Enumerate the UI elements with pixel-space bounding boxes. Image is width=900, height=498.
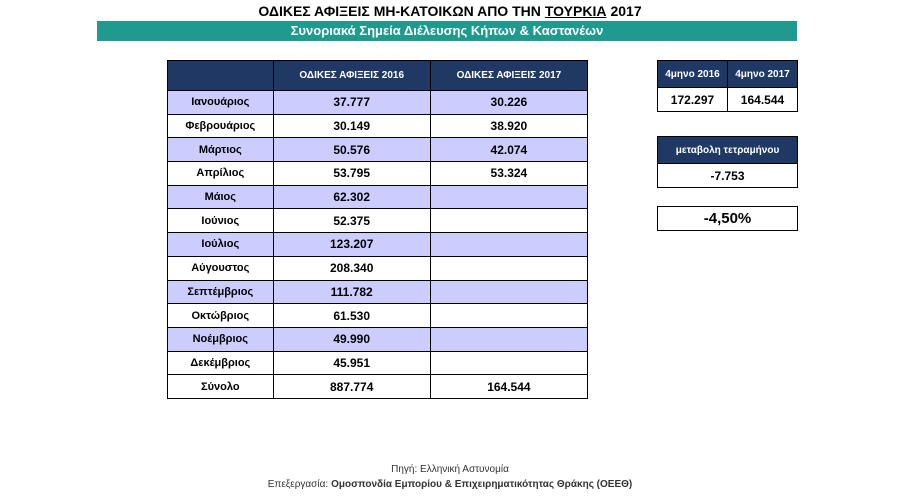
header-cell: ΟΔΙΚΕΣ ΑΦΙΞΕΙΣ 2016 bbox=[272, 60, 431, 91]
value-cell: 50.576 bbox=[272, 137, 431, 163]
value-cell: 53.795 bbox=[272, 161, 431, 186]
title-part: ΟΔΙΚΕΣ ΑΦΙΞΕΙΣ ΜΗ-ΚΑΤΟΙΚΩΝ ΑΠΟ ΤΗΝ bbox=[258, 3, 541, 19]
value-cell bbox=[429, 326, 589, 352]
percent-change: -4,50% bbox=[657, 206, 798, 231]
arrivals-table: ΟΔΙΚΕΣ ΑΦΙΞΕΙΣ 2016 ΟΔΙΚΕΣ ΑΦΙΞΕΙΣ 2017 … bbox=[167, 60, 589, 399]
cell: 164.544 bbox=[727, 87, 798, 112]
month-cell: Ιούλιος bbox=[167, 232, 274, 257]
header-cell bbox=[167, 60, 274, 91]
row: -7.753 bbox=[657, 163, 798, 188]
header-cell: μεταβολη τετραμήνου bbox=[657, 136, 798, 164]
value-cell bbox=[429, 208, 589, 234]
value-cell bbox=[429, 279, 589, 305]
row: Οκτώβριος 61.530 bbox=[167, 303, 589, 328]
row: 172.297 164.544 bbox=[657, 87, 798, 112]
title-part: ΤΟΥΡΚΙΑ bbox=[544, 3, 607, 19]
month-cell: Μάρτιος bbox=[167, 137, 274, 163]
cell: -7.753 bbox=[657, 163, 798, 188]
header-row: ΟΔΙΚΕΣ ΑΦΙΞΕΙΣ 2016 ΟΔΙΚΕΣ ΑΦΙΞΕΙΣ 2017 bbox=[167, 60, 589, 91]
value-cell bbox=[429, 232, 589, 257]
row: Σεπτέμβριος 111.782 bbox=[167, 279, 589, 305]
month-cell: Μάιος bbox=[167, 184, 274, 210]
value-cell: 42.074 bbox=[429, 137, 589, 163]
title: ΟΔΙΚΕΣ ΑΦΙΞΕΙΣ ΜΗ-ΚΑΤΟΙΚΩΝ ΑΠΟ ΤΗΝ ΤΟΥΡΚΙ… bbox=[0, 3, 900, 19]
value-cell bbox=[429, 303, 589, 328]
value-cell: 30.149 bbox=[272, 113, 431, 139]
row: Μάρτιος 50.576 42.074 bbox=[167, 137, 589, 163]
value-cell: 123.207 bbox=[272, 232, 431, 257]
title-part: 2017 bbox=[610, 3, 642, 19]
value-cell bbox=[429, 184, 589, 210]
processing-label: Επεξεργασία: bbox=[267, 479, 329, 490]
processing: Επεξεργασία: Ομοσπονδία Εμπορίου & Επιχει… bbox=[0, 479, 900, 490]
value-cell bbox=[429, 255, 589, 281]
value-cell: 53.324 bbox=[429, 161, 589, 186]
value-cell bbox=[429, 350, 589, 376]
month-cell: Αύγουστος bbox=[167, 255, 274, 281]
month-cell: Δεκέμβριος bbox=[167, 350, 274, 376]
row: Ιούνιος 52.375 bbox=[167, 208, 589, 234]
month-cell: Ιούνιος bbox=[167, 208, 274, 234]
change-table: μεταβολη τετραμήνου -7.753 bbox=[657, 136, 798, 188]
cell: 172.297 bbox=[657, 87, 728, 112]
value-cell: 38.920 bbox=[429, 113, 589, 139]
source: Πηγή: Ελληνική Αστυνομία bbox=[391, 464, 509, 475]
value-cell: 61.530 bbox=[272, 303, 431, 328]
value-cell: 208.340 bbox=[272, 255, 431, 281]
value-cell: 887.774 bbox=[272, 374, 431, 399]
value-cell: 30.226 bbox=[429, 90, 589, 115]
value-cell: 164.544 bbox=[429, 374, 589, 399]
value-cell: 37.777 bbox=[272, 90, 431, 115]
row: Απρίλιος 53.795 53.324 bbox=[167, 161, 589, 186]
month-cell: Νοέμβριος bbox=[167, 326, 274, 352]
row: Δεκέμβριος 45.951 bbox=[167, 350, 589, 376]
four-month-table: 4μηνο 2016 4μηνο 2017 172.297 164.544 bbox=[657, 60, 798, 112]
row: Ιούλιος 123.207 bbox=[167, 232, 589, 257]
month-cell: Απρίλιος bbox=[167, 161, 274, 186]
month-cell: Οκτώβριος bbox=[167, 303, 274, 328]
month-cell: Ιανουάριος bbox=[167, 90, 274, 115]
table-body: Ιανουάριος 37.777 30.226 Φεβρουάριος 30.149 3… bbox=[167, 90, 589, 399]
value-cell: 45.951 bbox=[272, 350, 431, 376]
row: Ιανουάριος 37.777 30.226 bbox=[167, 90, 589, 115]
month-cell: Σύνολο bbox=[167, 374, 274, 399]
row: Νοέμβριος 49.990 bbox=[167, 326, 589, 352]
header-row: 4μηνο 2016 4μηνο 2017 bbox=[657, 60, 798, 88]
value-cell: 62.302 bbox=[272, 184, 431, 210]
header-row: μεταβολη τετραμήνου bbox=[657, 136, 798, 164]
month-cell: Σεπτέμβριος bbox=[167, 279, 274, 305]
processing-org: Ομοσπονδία Εμπορίου & Επιχειρηματικότητα… bbox=[331, 479, 633, 490]
header-cell: 4μηνο 2017 bbox=[727, 60, 798, 88]
row: Σύνολο 887.774 164.544 bbox=[167, 374, 589, 399]
header-cell: 4μηνο 2016 bbox=[657, 60, 728, 88]
subtitle: Συνοριακά Σημεία Διέλευσης Κήπων & Καστα… bbox=[97, 21, 797, 41]
row: Μάιος 62.302 bbox=[167, 184, 589, 210]
header-cell: ΟΔΙΚΕΣ ΑΦΙΞΕΙΣ 2017 bbox=[429, 60, 589, 91]
value-cell: 49.990 bbox=[272, 326, 431, 352]
row: Αύγουστος 208.340 bbox=[167, 255, 589, 281]
value-cell: 111.782 bbox=[272, 279, 431, 305]
month-cell: Φεβρουάριος bbox=[167, 113, 274, 139]
value-cell: 52.375 bbox=[272, 208, 431, 234]
row: Φεβρουάριος 30.149 38.920 bbox=[167, 113, 589, 139]
